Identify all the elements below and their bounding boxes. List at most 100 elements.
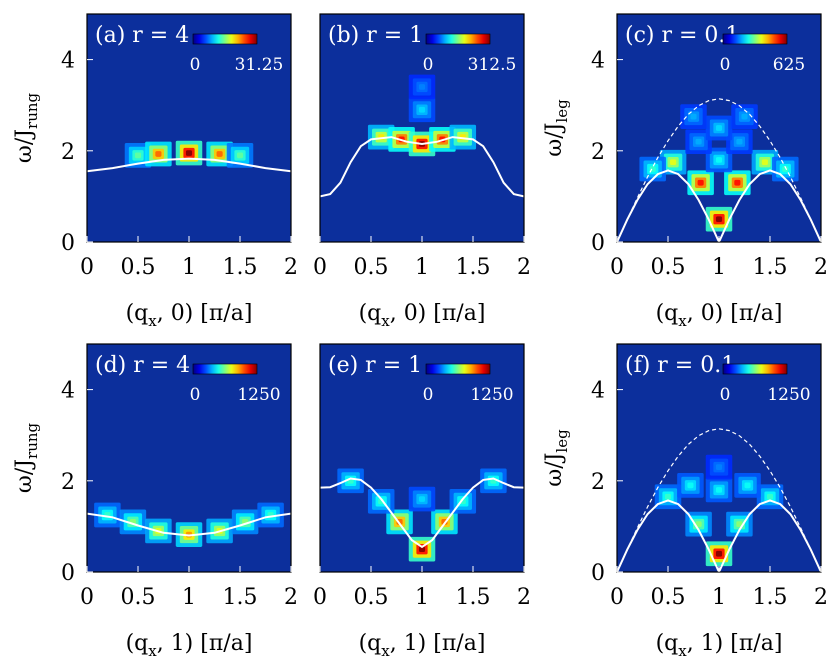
x-tick-label: 2 bbox=[814, 255, 828, 280]
y-tick-label: 0 bbox=[61, 561, 75, 586]
x-tick-label: 0 bbox=[610, 585, 624, 610]
x-tick-label: 0 bbox=[610, 255, 624, 280]
x-tick-label: 2 bbox=[284, 585, 298, 610]
intensity-peak bbox=[715, 157, 723, 163]
colorbar bbox=[425, 33, 491, 45]
intensity-peak bbox=[736, 521, 743, 527]
x-tick-label: 2 bbox=[517, 255, 531, 280]
y-tick-label: 2 bbox=[591, 470, 605, 495]
intensity-peak bbox=[766, 493, 774, 500]
y-tick-label: 0 bbox=[591, 561, 605, 586]
intensity-peak bbox=[418, 496, 426, 502]
colorbar-max-label: 1250 bbox=[470, 385, 513, 405]
x-tick-label: 0.5 bbox=[651, 585, 686, 610]
x-tick-label: 0 bbox=[313, 255, 327, 280]
intensity-peak bbox=[715, 216, 723, 223]
colorbar-max-label: 312.5 bbox=[468, 55, 517, 75]
heatmap-background bbox=[320, 14, 524, 242]
heatmap-body bbox=[320, 468, 524, 562]
intensity-peak bbox=[155, 151, 162, 157]
colorbar bbox=[722, 363, 788, 375]
x-tick-label: 1 bbox=[712, 255, 726, 280]
intensity-peak bbox=[418, 546, 426, 553]
y-axis-label: ω/Jrung bbox=[12, 422, 41, 493]
x-tick-label: 0.5 bbox=[121, 255, 156, 280]
intensity-peak bbox=[690, 113, 697, 120]
x-axis-label: (qx, 1) [π/a] bbox=[656, 631, 783, 658]
intensity-peak bbox=[736, 138, 743, 145]
dispersion-curve bbox=[87, 157, 291, 173]
x-tick-label: 1 bbox=[182, 255, 196, 280]
colorbar-max-label: 1250 bbox=[237, 385, 280, 405]
intensity-peak bbox=[664, 493, 672, 500]
heatmap-background bbox=[320, 344, 524, 572]
intensity-peak bbox=[697, 179, 704, 186]
y-tick-label: 4 bbox=[591, 49, 605, 74]
panel-e: 0 0.5 1 1.5 2(qx, 1) [π/a](e) r = 10 1250 bbox=[313, 343, 531, 658]
panel-title: (a) r = 4 bbox=[95, 23, 189, 48]
x-tick-label: 1.5 bbox=[753, 255, 788, 280]
y-tick-label: 0 bbox=[591, 231, 605, 256]
intensity-peak bbox=[695, 521, 702, 527]
x-tick-label: 1.5 bbox=[223, 255, 258, 280]
x-tick-label: 0.5 bbox=[354, 585, 389, 610]
intensity-peak bbox=[236, 152, 244, 159]
x-tick-label: 0 bbox=[80, 585, 94, 610]
panel-title: (e) r = 1 bbox=[328, 353, 422, 378]
x-tick-label: 0.5 bbox=[354, 255, 389, 280]
x-axis-label: (qx, 0) [π/a] bbox=[656, 301, 783, 330]
x-tick-label: 1.5 bbox=[456, 585, 491, 610]
intensity-peak bbox=[734, 179, 741, 186]
dispersion-curve-dashed bbox=[617, 98, 821, 242]
x-tick-label: 0 bbox=[80, 255, 94, 280]
intensity-peak bbox=[670, 159, 677, 166]
intensity-peak bbox=[695, 138, 702, 145]
x-tick-label: 1.5 bbox=[223, 585, 258, 610]
dispersion-curve bbox=[617, 169, 821, 242]
x-tick-label: 2 bbox=[814, 585, 828, 610]
heatmap-background bbox=[87, 14, 291, 242]
y-axis-label: ω/Jleg bbox=[542, 429, 571, 487]
x-tick-label: 2 bbox=[517, 585, 531, 610]
intensity-peak bbox=[715, 464, 723, 470]
colorbar-min-label: 0 bbox=[720, 55, 731, 75]
intensity-peak bbox=[715, 125, 723, 131]
heatmap-body bbox=[87, 502, 291, 547]
x-tick-label: 1.5 bbox=[753, 585, 788, 610]
x-tick-label: 1 bbox=[712, 585, 726, 610]
dispersion-curve bbox=[87, 512, 291, 537]
y-axis-label: ω/Jleg bbox=[542, 99, 571, 157]
colorbar-max-label: 31.25 bbox=[235, 55, 284, 75]
panel-b: 0 0.5 1 1.5 2(qx, 0) [π/a](b) r = 10 312.5 bbox=[313, 13, 531, 330]
x-tick-label: 1 bbox=[415, 255, 429, 280]
dispersion-curve bbox=[320, 477, 524, 549]
colorbar bbox=[192, 363, 258, 375]
colorbar bbox=[722, 33, 788, 45]
x-tick-label: 2 bbox=[284, 255, 298, 280]
intensity-peak bbox=[687, 482, 694, 489]
panel-title: (b) r = 1 bbox=[328, 23, 423, 48]
y-tick-label: 2 bbox=[61, 140, 75, 165]
y-tick-label: 2 bbox=[591, 140, 605, 165]
colorbar-min-label: 0 bbox=[423, 55, 434, 75]
panel-d: 0 0.5 1 1.5 2 0 2 4 (qx, 1) [π/a] ω/Jrung (d) r = … bbox=[12, 343, 298, 658]
x-tick-label: 0.5 bbox=[651, 255, 686, 280]
dispersion-curve bbox=[320, 136, 524, 198]
intensity-peak bbox=[418, 84, 426, 90]
x-tick-label: 0.5 bbox=[121, 585, 156, 610]
heatmap-body bbox=[617, 98, 821, 242]
intensity-peak bbox=[715, 550, 723, 557]
colorbar bbox=[192, 33, 258, 45]
dispersion-curve bbox=[617, 499, 821, 572]
y-tick-label: 0 bbox=[61, 231, 75, 256]
intensity-peak bbox=[216, 151, 223, 157]
y-tick-label: 4 bbox=[591, 379, 605, 404]
intensity-peak bbox=[715, 487, 723, 493]
y-tick-label: 4 bbox=[61, 379, 75, 404]
x-tick-label: 1 bbox=[415, 585, 429, 610]
y-tick-label: 4 bbox=[61, 49, 75, 74]
intensity-peak bbox=[741, 113, 748, 120]
heatmap-body bbox=[617, 428, 821, 572]
heatmap-body bbox=[87, 140, 291, 173]
